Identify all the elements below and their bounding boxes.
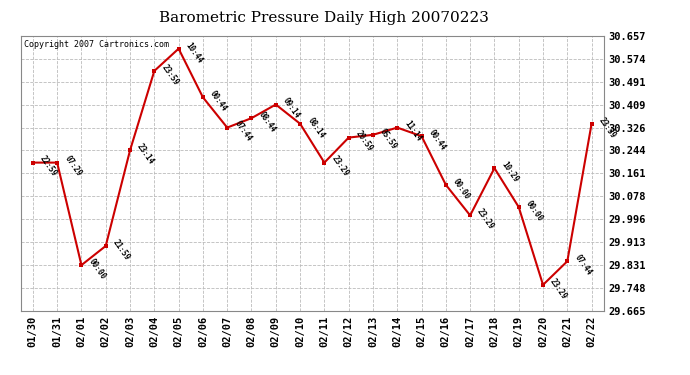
Point	[489, 165, 500, 171]
Text: 09:14: 09:14	[281, 96, 302, 120]
Point	[295, 121, 306, 127]
Point	[270, 102, 282, 108]
Point	[246, 115, 257, 121]
Point	[319, 160, 330, 166]
Point	[343, 135, 354, 141]
Point	[124, 147, 135, 153]
Text: Barometric Pressure Daily High 20070223: Barometric Pressure Daily High 20070223	[159, 11, 489, 25]
Text: 23:59: 23:59	[159, 63, 180, 87]
Text: 23:14: 23:14	[135, 142, 156, 166]
Point	[562, 258, 573, 264]
Text: 08:14: 08:14	[306, 116, 326, 140]
Text: 07:29: 07:29	[63, 154, 83, 178]
Text: 00:44: 00:44	[427, 128, 448, 152]
Point	[416, 133, 427, 139]
Text: 07:44: 07:44	[573, 253, 593, 277]
Point	[538, 282, 549, 288]
Point	[221, 124, 233, 130]
Point	[100, 243, 111, 249]
Point	[197, 94, 208, 100]
Point	[173, 46, 184, 52]
Point	[392, 124, 403, 130]
Text: 23:29: 23:29	[549, 277, 569, 301]
Text: 22:59: 22:59	[38, 154, 59, 178]
Text: 10:29: 10:29	[500, 160, 520, 184]
Point	[149, 68, 160, 74]
Text: 23:59: 23:59	[597, 116, 618, 140]
Text: 10:44: 10:44	[184, 40, 204, 64]
Text: 21:59: 21:59	[111, 238, 132, 262]
Text: Copyright 2007 Cartronics.com: Copyright 2007 Cartronics.com	[23, 40, 168, 49]
Text: 23:29: 23:29	[475, 207, 496, 231]
Text: 00:00: 00:00	[87, 257, 108, 281]
Point	[513, 204, 524, 210]
Point	[586, 121, 597, 127]
Point	[440, 182, 451, 188]
Text: 05:59: 05:59	[378, 127, 399, 151]
Text: 07:44: 07:44	[233, 119, 253, 144]
Point	[28, 160, 39, 166]
Point	[464, 212, 475, 218]
Text: 00:00: 00:00	[451, 177, 472, 201]
Text: 20:59: 20:59	[354, 129, 375, 153]
Point	[76, 262, 87, 268]
Text: 00:44: 00:44	[208, 89, 229, 113]
Point	[368, 132, 379, 138]
Text: 00:00: 00:00	[524, 199, 544, 223]
Text: 23:29: 23:29	[330, 154, 351, 178]
Point	[52, 160, 63, 166]
Text: 08:44: 08:44	[257, 110, 277, 134]
Text: 11:14: 11:14	[402, 119, 423, 144]
